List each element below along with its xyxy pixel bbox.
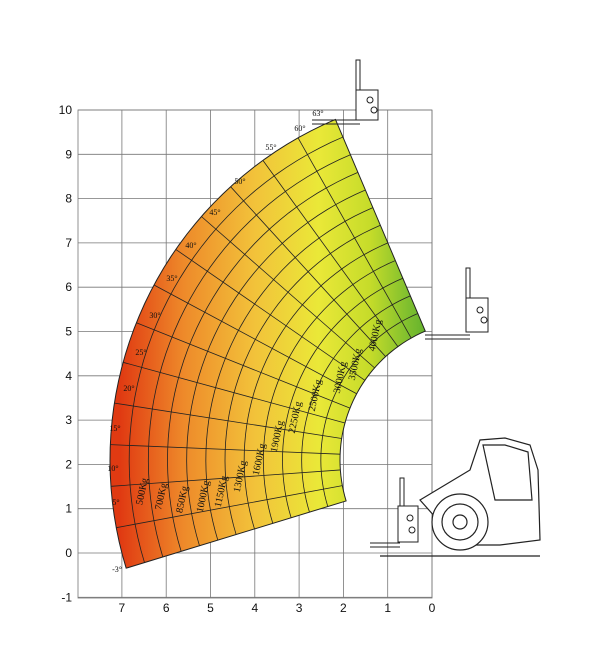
angle-label: 10° (107, 464, 118, 473)
x-tick-label: 1 (384, 601, 391, 615)
angle-label: 60° (294, 124, 305, 133)
load-curve (147, 154, 351, 558)
angle-label: 15° (109, 424, 120, 433)
load-curve (262, 260, 396, 524)
y-tick-label: 3 (65, 413, 72, 427)
angle-label: 45° (209, 208, 220, 217)
load-curve (320, 313, 418, 507)
y-tick-label: 0 (65, 546, 72, 560)
x-tick-label: 2 (340, 601, 347, 615)
y-tick-label: 6 (65, 280, 72, 294)
fork-bottom (370, 477, 419, 548)
y-tick-label: 5 (65, 325, 72, 339)
y-tick-label: 4 (65, 369, 72, 383)
load-fan (109, 118, 426, 569)
load-curve (243, 242, 389, 530)
load-curve (301, 295, 411, 513)
fork-right (425, 267, 489, 340)
y-tick-label: 9 (65, 147, 72, 161)
load-curve (167, 171, 359, 552)
angle-label: 40° (185, 241, 196, 250)
x-tick-label: 6 (163, 601, 170, 615)
y-tick-label: 7 (65, 236, 72, 250)
load-curve (186, 189, 366, 546)
load-curve (205, 207, 374, 541)
y-tick-label: -1 (61, 590, 72, 604)
angle-label: 20° (123, 384, 134, 393)
x-tick-label: 5 (207, 601, 214, 615)
load-curve (282, 277, 403, 518)
angle-label: 5° (112, 498, 119, 507)
y-tick-label: 8 (65, 192, 72, 206)
angle-label: 50° (234, 177, 245, 186)
y-tick-label: 1 (65, 502, 72, 516)
telehandler (380, 437, 541, 557)
angle-label: 35° (166, 274, 177, 283)
y-tick-label: 10 (59, 103, 73, 117)
angle-label: -3° (112, 565, 122, 574)
y-tick-label: 2 (65, 457, 72, 471)
load-curve (128, 136, 344, 563)
x-tick-label: 0 (429, 601, 436, 615)
fork-top (312, 59, 379, 125)
fan-area (109, 118, 426, 569)
angle-label: 25° (135, 348, 146, 357)
x-tick-label: 4 (251, 601, 258, 615)
angle-label: 63° (312, 109, 323, 118)
angle-label: 30° (149, 311, 160, 320)
x-tick-label: 7 (119, 601, 126, 615)
load-curve (224, 224, 381, 535)
x-tick-label: 3 (296, 601, 303, 615)
angle-label: 55° (265, 143, 276, 152)
